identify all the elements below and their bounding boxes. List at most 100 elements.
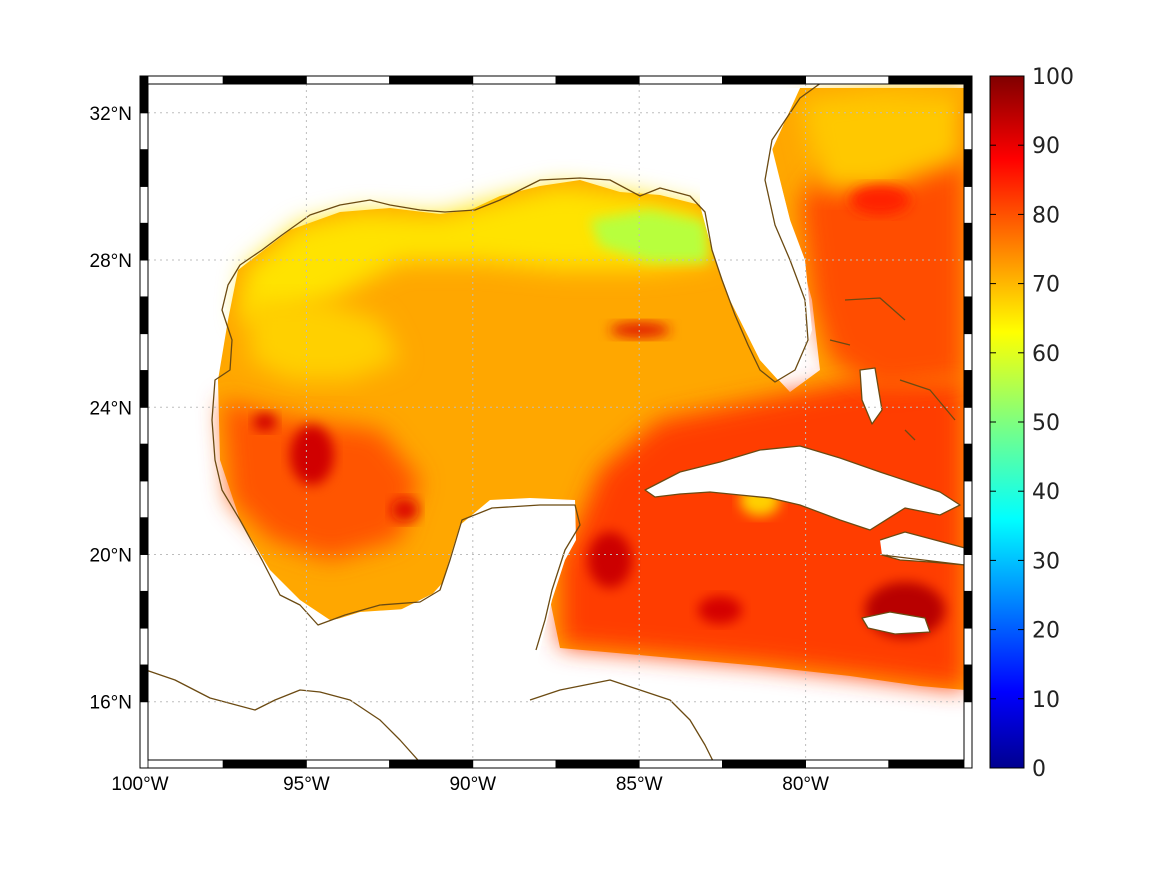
lat-tick-label: 16°N	[90, 693, 132, 714]
frame-segment	[805, 75, 890, 85]
frame-segment	[139, 333, 149, 371]
lon-tick-label: 80°W	[782, 774, 829, 795]
colorbar: 0 10 20 30 40 50 60 70 80 90 100	[989, 65, 1074, 782]
frame-segment	[555, 75, 640, 85]
frame-segment	[963, 406, 973, 445]
colorbar-tick-label: 50	[1032, 411, 1060, 436]
data-field	[218, 88, 965, 690]
hispaniola-coast	[879, 531, 966, 566]
frame-segment	[139, 149, 149, 187]
frame-outline	[139, 75, 973, 769]
caribbean-red	[560, 380, 965, 690]
colorbar-tick-label: 80	[1032, 203, 1060, 228]
frame-segment	[963, 186, 973, 224]
hotspot	[610, 322, 670, 338]
hotspot	[588, 532, 632, 588]
jamaica-coast	[861, 611, 931, 635]
frame-segment	[139, 701, 149, 769]
colorbar-tick-label: 70	[1032, 273, 1060, 298]
frame-segment	[888, 75, 973, 85]
colorbar-tick-label: 20	[1032, 619, 1060, 644]
colorbar-ticks: 0 10 20 30 40 50 60 70 80 90 100	[990, 65, 1074, 782]
frame-segment	[805, 759, 890, 769]
frame-segment	[139, 664, 149, 703]
colorbar-tick-label: 100	[1032, 65, 1074, 90]
honduras-coast	[529, 679, 716, 766]
frame-segment	[638, 75, 723, 85]
frame-segment	[963, 222, 973, 261]
frame-segment	[139, 296, 149, 335]
hotspot	[850, 185, 910, 215]
frame-segment	[963, 259, 973, 298]
hotspot	[253, 413, 277, 431]
land	[148, 88, 965, 760]
coastlines	[139, 79, 966, 769]
frame-segment	[963, 333, 973, 371]
frame-segment	[139, 259, 149, 298]
hotspot	[290, 425, 334, 485]
lon-tick-label: 100°W	[111, 774, 168, 795]
frame-segment	[555, 759, 640, 769]
frame-segment	[963, 149, 973, 187]
hotspot	[698, 596, 742, 624]
frame-segment	[638, 759, 723, 769]
frame-segment	[472, 75, 557, 85]
lat-tick-label: 20°N	[90, 546, 132, 567]
colorbar-tick-label: 40	[1032, 480, 1060, 505]
frame-segment	[963, 112, 973, 151]
frame-segment	[139, 370, 149, 408]
cuba-coast	[644, 445, 961, 531]
bahamas-land	[860, 368, 882, 424]
central-america-coast	[139, 667, 426, 769]
axis-tick-labels: 100°W 95°W 90°W 85°W 80°W 16°N 20°N 24°N 28°N 32°…	[90, 104, 829, 795]
colorbar-tick-label: 0	[1032, 757, 1046, 782]
frame-segment	[139, 75, 224, 85]
frame-segment	[139, 627, 149, 666]
hotspot	[391, 498, 419, 522]
frame-segment	[222, 75, 307, 85]
frame-segment	[139, 112, 149, 151]
frame-segment	[139, 590, 149, 629]
yucatan-land	[148, 500, 576, 760]
frame-segment	[888, 759, 973, 769]
frame-segment	[963, 590, 973, 629]
frame-segment	[139, 517, 149, 555]
frame-segment	[963, 664, 973, 703]
frame-segment	[139, 406, 149, 445]
frame-segment	[722, 759, 807, 769]
frame-segment	[963, 370, 973, 408]
cuba-land	[645, 446, 960, 530]
bahamas-coast	[829, 297, 956, 441]
frame-segment	[963, 75, 973, 114]
frame-segment	[963, 554, 973, 592]
frame-segment	[139, 554, 149, 592]
frame-segment	[963, 480, 973, 519]
frame-segment	[305, 75, 390, 85]
frame-segment	[963, 443, 973, 482]
west-gulf-yellow	[250, 300, 400, 380]
frame-segment	[139, 222, 149, 261]
frame-segment	[389, 759, 474, 769]
frame-segment	[472, 759, 557, 769]
jamaica-land	[862, 612, 930, 634]
gridlines	[148, 84, 964, 760]
frame-inner-outline	[147, 83, 965, 761]
colorbar-tick-label: 30	[1032, 549, 1060, 574]
lat-tick-label: 32°N	[90, 104, 132, 125]
north-shelf-green	[590, 210, 708, 262]
lon-tick-label: 95°W	[283, 774, 330, 795]
frame-segment	[305, 759, 390, 769]
frame-segment	[139, 759, 224, 769]
frame-segment	[139, 75, 149, 114]
frame-segment	[139, 443, 149, 482]
atlantic-yellow	[800, 90, 965, 190]
frame-segment	[963, 701, 973, 769]
gulf-coast-line	[211, 79, 826, 651]
colorbar-tick-label: 10	[1032, 688, 1060, 713]
lon-tick-label: 85°W	[616, 774, 663, 795]
frame-segment	[139, 186, 149, 224]
lon-tick-label: 90°W	[449, 774, 496, 795]
frame-segment	[963, 627, 973, 666]
frame-segment	[963, 296, 973, 335]
